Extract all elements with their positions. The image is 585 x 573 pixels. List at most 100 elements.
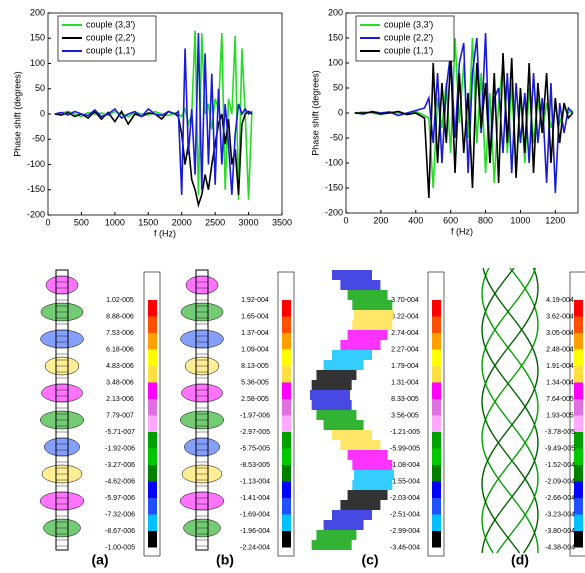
- colorbar-label: -2.97-005: [240, 429, 270, 436]
- lattice: [481, 267, 539, 554]
- colorbar-label: 2.27-004: [391, 346, 419, 353]
- mode-shape: [179, 269, 225, 551]
- colorbar-frame: [277, 271, 295, 557]
- colorbar-band: [148, 399, 157, 416]
- colorbar-frame: [143, 271, 161, 557]
- colorbar-band: [574, 448, 583, 465]
- y-tick-label: 150: [30, 33, 45, 43]
- colorbar-band: [148, 415, 157, 432]
- colorbar-band: [148, 465, 157, 482]
- colorbar-band: [432, 531, 441, 548]
- ribbon: [347, 450, 388, 460]
- x-tick-label: 400: [408, 215, 423, 225]
- ribbon: [352, 480, 393, 490]
- colorbar-label: 1.93-005: [546, 412, 574, 419]
- colorbar-band: [282, 366, 291, 383]
- colorbar-band: [574, 300, 583, 317]
- legend-label: couple (3,3'): [384, 19, 433, 29]
- colorbar-label: -4.38-004: [545, 544, 575, 551]
- ribbon: [354, 310, 394, 320]
- colorbar-label: 1.79-004: [391, 363, 419, 370]
- colorbar-label: -3.27-006: [105, 462, 135, 469]
- lobe: [45, 275, 79, 295]
- colorbar-band: [574, 498, 583, 515]
- colorbar-label: 4.19-004: [546, 297, 574, 304]
- ribbon: [332, 430, 372, 440]
- colorbar-label: 1.37-004: [241, 330, 269, 337]
- x-tick-label: 1500: [138, 217, 158, 227]
- lobe: [181, 383, 223, 403]
- mode-panel: 1.02-005 8.88-006 7.53-006 6.18-006 4.83-006…: [91, 271, 161, 568]
- colorbar-band: [148, 481, 157, 498]
- y-tick-label: -150: [325, 182, 343, 192]
- colorbar-label: 7.79-007: [106, 412, 134, 419]
- lattice: [481, 267, 539, 554]
- y-tick-label: -100: [27, 159, 45, 169]
- ribbon: [340, 280, 381, 290]
- colorbar-label: -1.08-004: [390, 462, 420, 469]
- lattice: [481, 267, 539, 554]
- lobe: [40, 329, 84, 349]
- colorbar-band: [148, 366, 157, 383]
- colorbar-label: -8.53-005: [240, 462, 270, 469]
- colorbar-label: -5.97-006: [105, 495, 135, 502]
- mode-panel: 3.70-004 3.22-004 2.74-004 2.27-004 1.79-004…: [361, 271, 445, 568]
- x-axis-label: f (Hz): [451, 226, 473, 236]
- colorbar-band: [574, 415, 583, 432]
- ribbon: [316, 530, 357, 540]
- colorbar-band: [432, 465, 441, 482]
- colorbar-band: [148, 514, 157, 531]
- ribbon: [352, 460, 393, 470]
- colorbar-band: [282, 531, 291, 548]
- x-tick-label: 3500: [272, 217, 292, 227]
- colorbar-label: 4.83-006: [106, 363, 134, 370]
- lattice: [481, 267, 539, 554]
- lobe: [185, 275, 219, 295]
- colorbar-band: [282, 415, 291, 432]
- colorbar-label: 8.33-005: [391, 396, 419, 403]
- colorbar-band: [432, 481, 441, 498]
- colorbar-band: [148, 531, 157, 548]
- colorbar-band: [574, 514, 583, 531]
- colorbar-band: [432, 316, 441, 333]
- colorbar-band: [432, 432, 441, 449]
- ribbon: [340, 340, 381, 350]
- colorbar-label: 3.70-004: [391, 297, 419, 304]
- x-tick-label: 2000: [172, 217, 192, 227]
- colorbar-band: [148, 349, 157, 366]
- lattice: [481, 267, 539, 554]
- y-tick-label: 0: [40, 108, 45, 118]
- colorbar-band: [148, 432, 157, 449]
- colorbar-band: [574, 366, 583, 383]
- x-tick-label: 500: [74, 217, 89, 227]
- mode-shape: [310, 270, 394, 550]
- colorbar-label: -1.55-004: [390, 478, 420, 485]
- colorbar-label: -1.13-004: [240, 478, 270, 485]
- colorbar-band: [574, 333, 583, 350]
- colorbar-label: 7.53-006: [106, 330, 134, 337]
- colorbar-band: [574, 349, 583, 366]
- colorbar-label: -3.46-004: [390, 544, 420, 551]
- colorbar-band: [574, 399, 583, 416]
- colorbar-band: [148, 448, 157, 465]
- colorbar-band: [282, 300, 291, 317]
- colorbar-label: -5.71-007: [105, 429, 135, 436]
- colorbar-frame: [427, 271, 445, 557]
- colorbar-label: 3.48-006: [106, 379, 134, 386]
- legend-label: couple (2,2'): [86, 32, 135, 42]
- y-tick-label: -100: [325, 157, 343, 167]
- y-tick-label: -50: [330, 132, 343, 142]
- y-tick-label: 200: [328, 7, 343, 17]
- colorbar-label: -1.00-005: [105, 544, 135, 551]
- colorbar-label: -1.21-005: [390, 429, 420, 436]
- ribbon: [340, 500, 381, 510]
- x-tick-label: 200: [373, 215, 388, 225]
- mode-panel: 1.92-004 1.65-004 1.37-004 1.09-004 8.13-005…: [216, 271, 295, 568]
- colorbar-label: -1.92-006: [105, 445, 135, 452]
- ribbon: [316, 370, 357, 380]
- colorbar-label: 1.92-004: [241, 297, 269, 304]
- colorbar-label: 3.62-004: [546, 313, 574, 320]
- mode-shape: [481, 267, 539, 554]
- colorbar-band: [574, 465, 583, 482]
